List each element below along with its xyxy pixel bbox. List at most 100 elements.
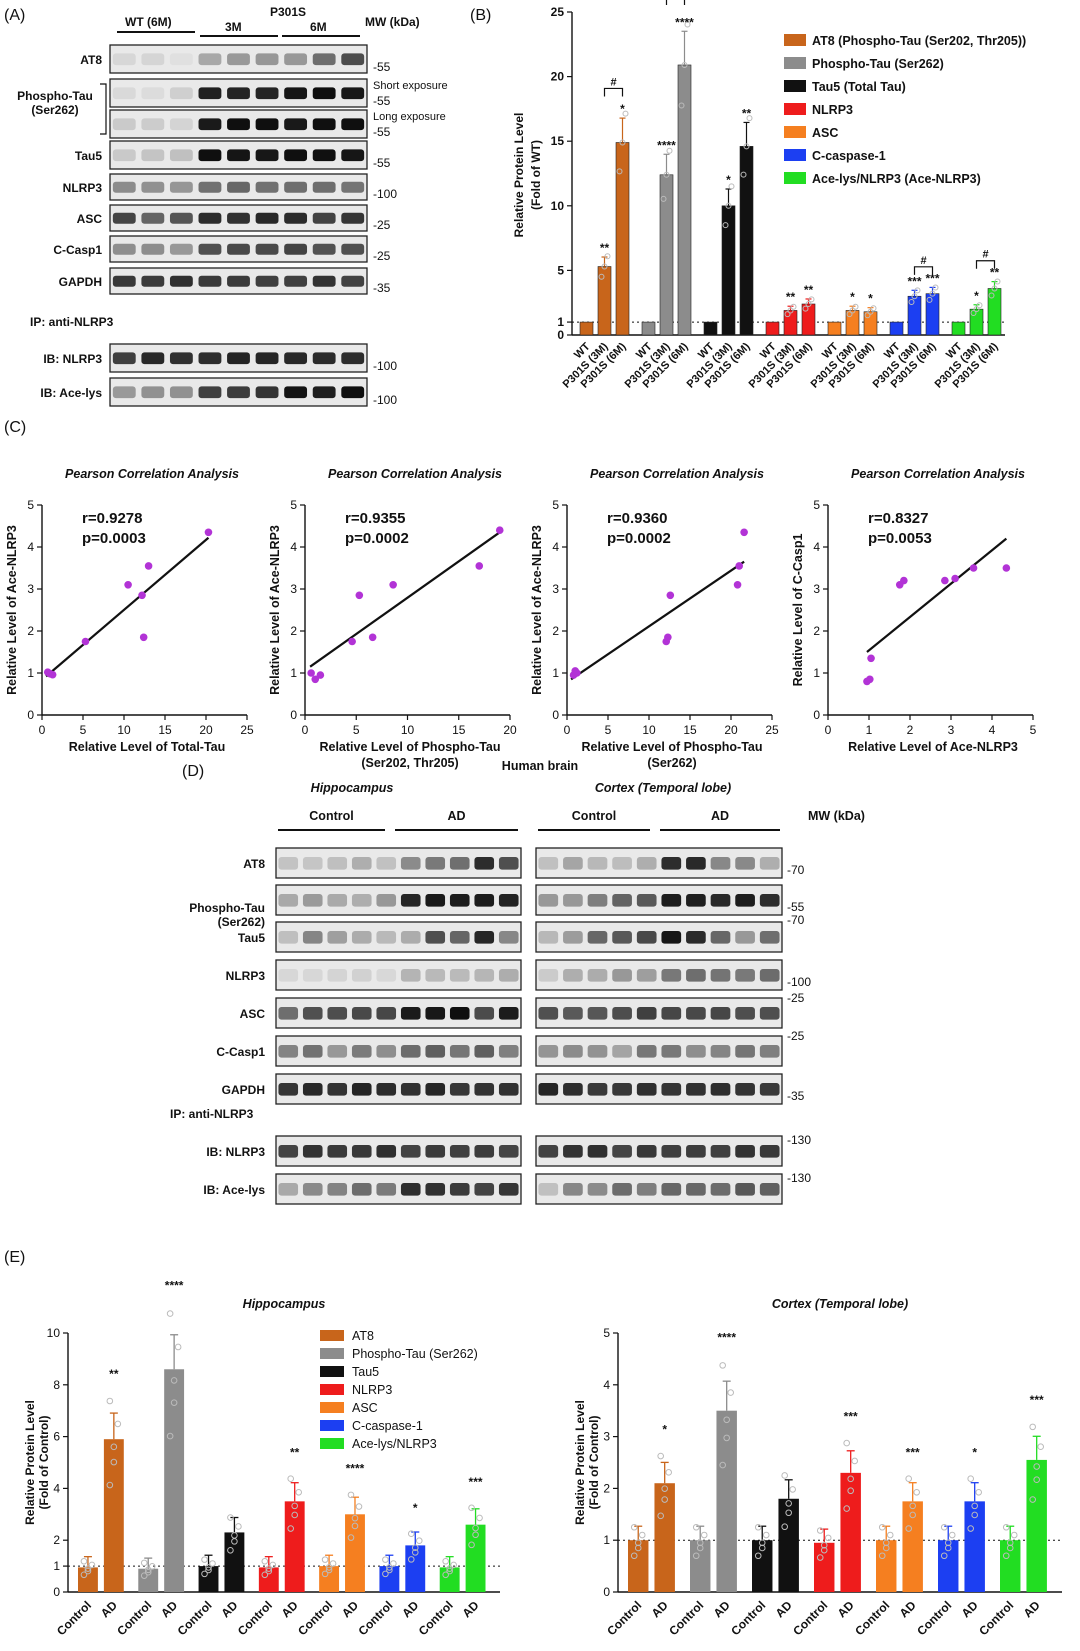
panel-e-datapoint [201,1570,208,1578]
panel-e-datapoint [944,1544,952,1552]
panel-c-x-tick-label: 5 [605,723,612,737]
panel-e-datapoint [719,1461,726,1469]
blot-band [735,1007,755,1020]
panel-b-datapoint [604,253,611,260]
blot-band [449,931,470,944]
panel-e-datapoint [329,1560,337,1567]
panel-a-ip-row-label: IB: NLRP3 [43,352,102,366]
panel-b-comparison-bracket [975,260,996,269]
panel-b-significance: ** [990,266,1000,280]
panel-e-bar [103,1439,124,1592]
panel-c-datapoint [740,528,748,537]
panel-label-b: (B) [470,7,491,24]
blot-band [587,1007,608,1020]
blot-band [474,1083,495,1096]
panel-e-cortex-chart: Cortex (Temporal lobe) 0 1 2 3 4 5 Relative Pro… [573,1297,1062,1638]
panel-e-x-tick-label: AD [959,1598,981,1620]
panel-e-x-tick-label: AD [339,1598,361,1620]
blot-band [498,1007,519,1020]
panel-e-bar [319,1566,340,1592]
panel-e-datapoint [325,1566,333,1574]
panel-c-datapoint [951,574,959,583]
panel-b-datapoint [805,300,812,307]
blot-band [112,243,136,255]
panel-b-bar [765,321,780,336]
blot-band [735,969,755,982]
blot-band [686,1007,706,1020]
blot-band [538,894,559,907]
panel-e-datapoint [909,1502,916,1510]
panel-b-legend-label: C-caspase-1 [812,149,886,163]
panel-d-mw-marker: -70 [787,863,805,877]
panel-b-datapoint [914,287,921,294]
blot-band [227,181,250,193]
panel-b-significance: * [974,289,979,303]
panel-b-datapoint [864,312,871,319]
panel-e-datapoint [442,1557,449,1565]
panel-c-y-tick-label: 0 [290,708,297,722]
panel-a-ip-row-label: IB: Ace-lys [40,386,102,400]
panel-b-datapoint [787,307,794,314]
panel-d-row-label: C-Casp1 [216,1045,265,1059]
panel-b-significance: **** [657,138,676,152]
blot-band [376,1183,397,1196]
blot-band [169,212,193,224]
blot-band [112,118,136,131]
panel-e-bar [840,1472,861,1592]
blot-band [312,212,336,224]
panel-e-x-tick-label: AD [1021,1598,1043,1620]
blot-band [376,969,397,982]
panel-a-blot-6 [109,235,368,263]
panel-e-legend-swatch [320,1420,344,1431]
panel-e-datapoint [80,1557,88,1565]
panel-c-y-tick-label: 4 [552,540,559,554]
blot-band [112,386,136,399]
panel-c-datapoint [368,633,377,642]
panel-b-bar [827,321,842,336]
panel-e-bar [284,1501,305,1592]
panel-b-y-label: (Fold of WT) [529,140,543,210]
panel-c-fit-line [866,537,1008,653]
blot-band [474,894,495,907]
panel-c-y-tick-label: 0 [27,708,34,722]
blot-band [636,1007,657,1020]
panel-c-x-tick-label: 20 [199,723,213,737]
blot-band [563,894,583,907]
panel-b-datapoint [790,303,797,310]
blot-band [498,1083,519,1096]
blot-band [636,1083,657,1096]
panel-b-datapoint [870,305,877,312]
panel-e-x-tick-label: Control [114,1598,154,1638]
panel-a-mw-header: MW (kDa) [365,15,420,29]
blot-band [636,1045,657,1058]
panel-e-bar [716,1410,737,1592]
blot-band [284,149,308,162]
panel-e-datapoint [347,1491,355,1499]
blot-band [735,857,755,870]
panel-d-cortex-blot-4 [535,997,783,1029]
blot-band [449,969,470,982]
panel-e-datapoint [948,1531,956,1539]
panel-b-y-tick-label: 10 [551,199,565,213]
panel-b-datapoint [740,171,747,178]
blot-band [227,149,250,162]
panel-e-datapoint [351,1522,359,1530]
blot-band [498,894,519,907]
blot-band [141,87,165,100]
blot-band [538,1083,559,1096]
panel-d-ip-hippo-blot-1 [275,1173,522,1205]
panel-b-comparison-bracket [913,266,934,275]
panel-e-x-tick-label: AD [649,1598,671,1620]
panel-c-fit-line [309,531,501,668]
panel-c-x-tick-label: 15 [452,723,466,737]
panel-e-datapoint [762,1531,770,1539]
panel-e-datapoint [205,1564,212,1571]
panel-e-datapoint [781,1472,788,1479]
panel-c-p-value: p=0.0002 [607,530,671,547]
panel-e-bar [258,1567,279,1592]
panel-e-datapoint [940,1552,948,1560]
blot-band [636,1145,657,1158]
blot-band [302,1183,323,1196]
panel-c-scatter-2: Pearson Correlation Analysis 0 1 2 3 4 5 0 5 10 15… [268,467,517,770]
blot-band [735,1083,755,1096]
